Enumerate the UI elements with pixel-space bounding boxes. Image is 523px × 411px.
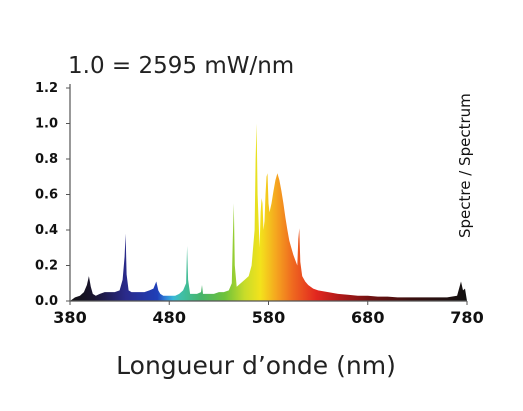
x-tick-label: 780 (450, 308, 483, 327)
spectrum-area (70, 123, 467, 301)
y-tick-label: 0.2 (35, 259, 58, 274)
y-tick-label: 0.0 (35, 294, 58, 309)
y-tick-label: 1.0 (35, 117, 58, 132)
y-axis-ticks: 0.0 0.2 0.4 0.6 0.8 1.0 1.2 (35, 81, 70, 309)
y-tick-label: 1.2 (35, 81, 58, 96)
x-tick-label: 680 (351, 308, 384, 327)
x-axis-ticks: 380 480 580 680 780 (53, 301, 484, 327)
chart-title: 1.0 = 2595 mW/nm (68, 53, 294, 79)
x-axis-label: Longueur d’onde (nm) (116, 351, 396, 380)
spectrum-label: Spectre / Spectrum (456, 93, 474, 238)
y-tick-label: 0.4 (35, 223, 58, 238)
y-tick-label: 0.8 (35, 152, 58, 167)
x-tick-label: 380 (53, 308, 86, 327)
x-tick-label: 580 (252, 308, 285, 327)
y-tick-label: 0.6 (35, 188, 58, 203)
x-tick-label: 480 (153, 308, 186, 327)
